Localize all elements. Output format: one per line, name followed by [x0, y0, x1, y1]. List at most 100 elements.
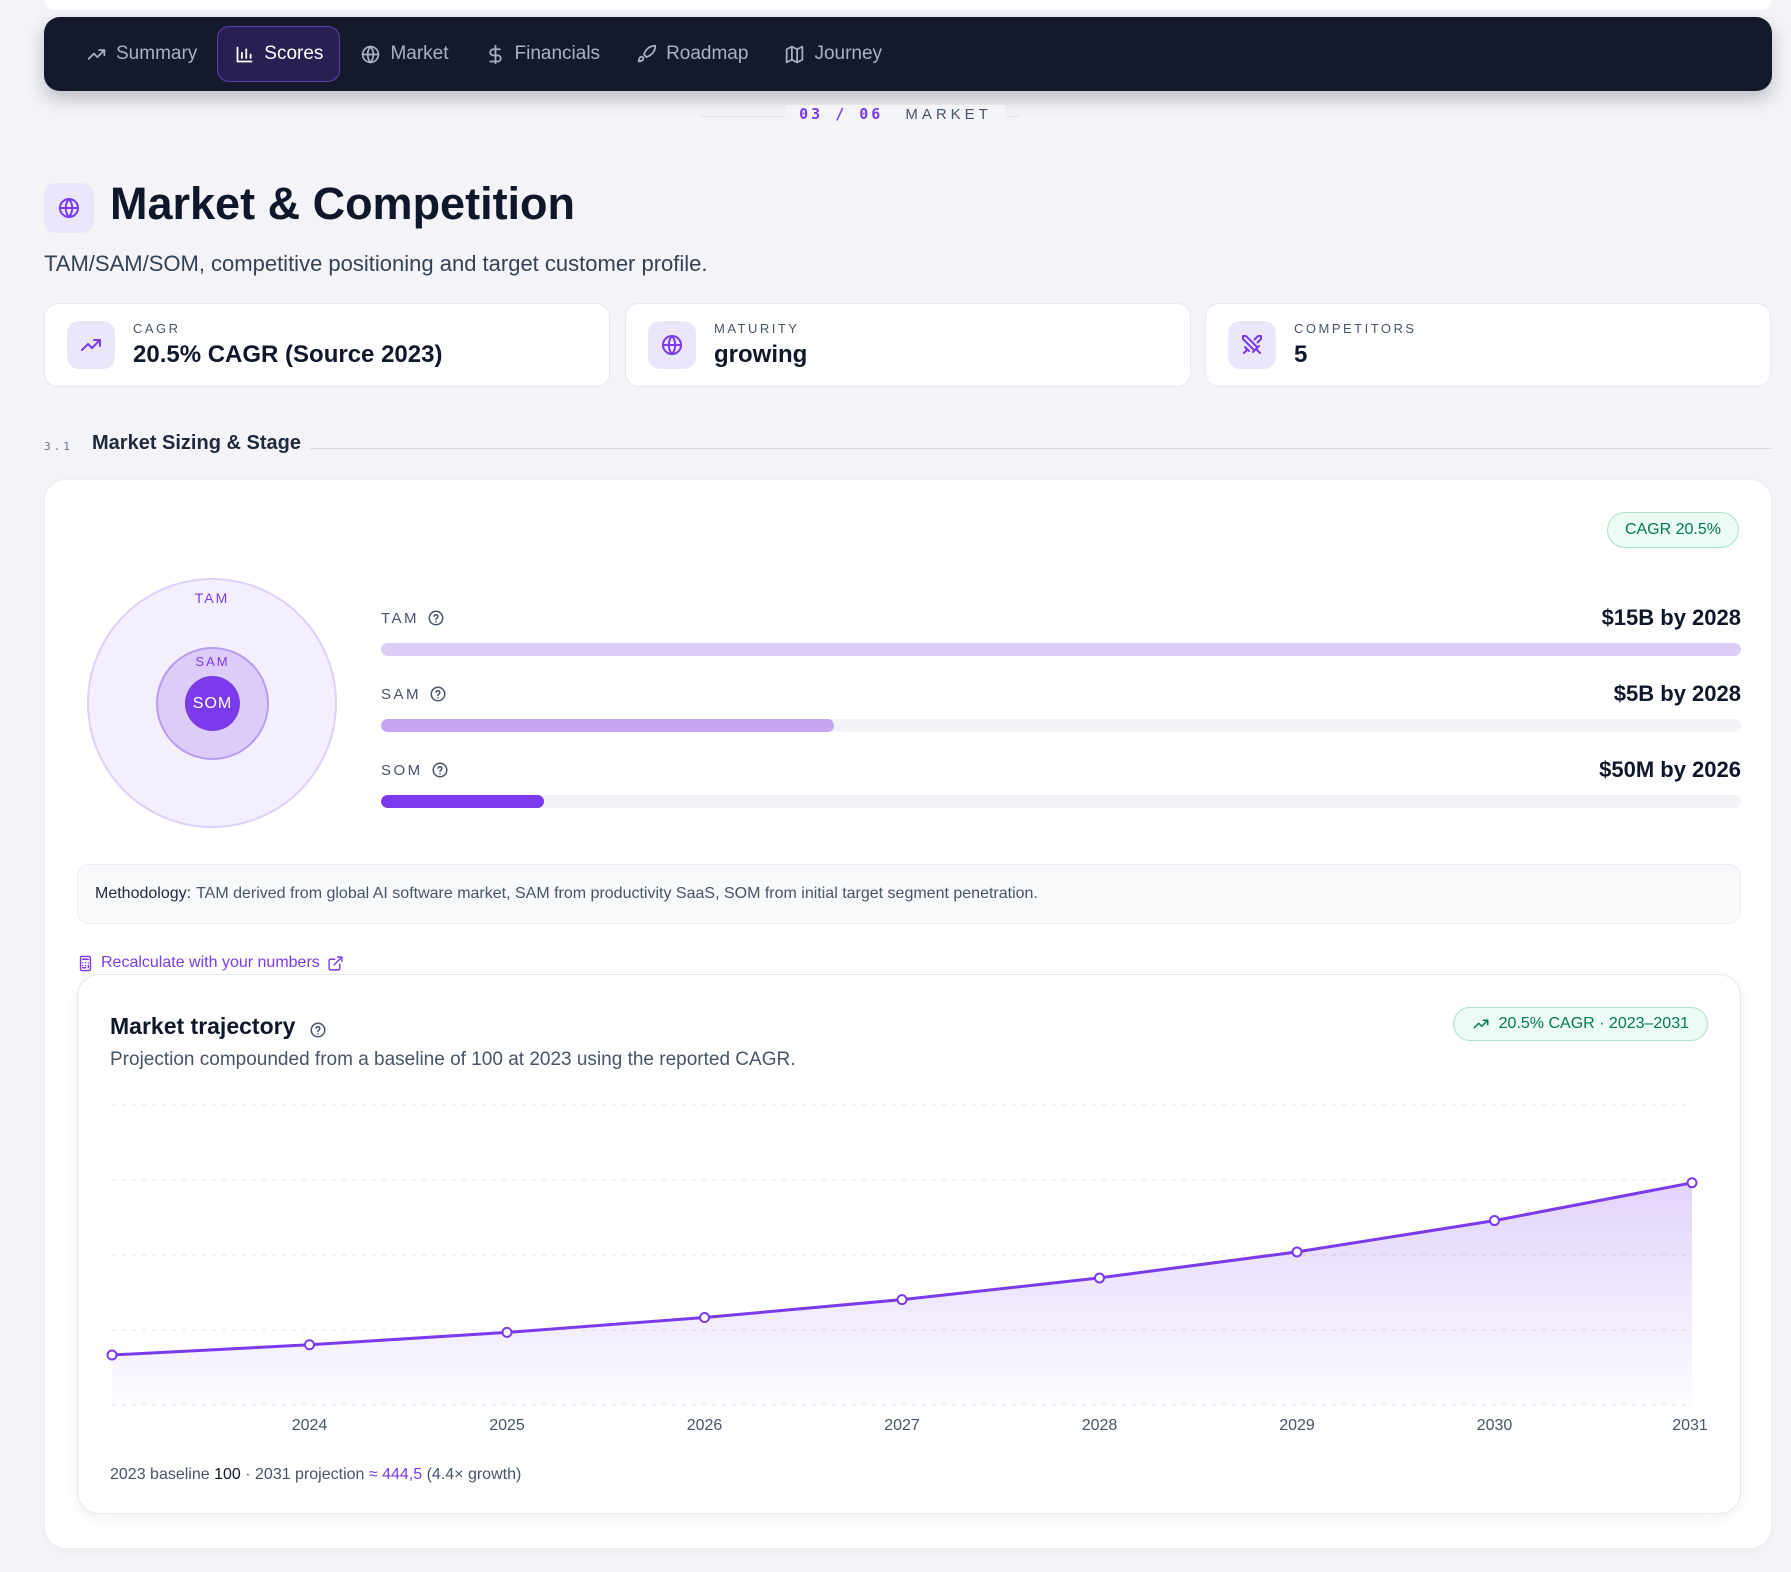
trending-up-icon: [81, 339, 101, 351]
bar-value-som: $50M by 2026: [1599, 757, 1741, 782]
stat-icon-box: [1228, 321, 1276, 369]
bar-chart-icon: [236, 46, 253, 62]
trajectory-point[interactable]: [501, 1326, 513, 1338]
nav-scores-label: Scores: [264, 43, 324, 64]
bar-track-som: [381, 795, 1741, 808]
trajectory-chart: 2024 2025 2026 2027 2028 2029 2030 2031: [106, 1104, 1708, 1434]
swords-icon: [1242, 335, 1262, 354]
trajectory-footer: 2023 baseline 100 · 2031 projection ≈ 44…: [110, 1466, 521, 1484]
bar-label-sam: SAM: [381, 685, 422, 703]
bar-track-tam: [381, 643, 1741, 656]
trajectory-point[interactable]: [1094, 1272, 1105, 1284]
bar-row-som: SOM $50M by 2026: [381, 755, 1741, 808]
bar-label-tam: TAM: [381, 609, 420, 627]
x-tick-label: 2029: [1279, 1417, 1315, 1434]
bar-label-som: SOM: [381, 761, 423, 779]
top-strip: [44, 0, 1772, 10]
step-label: MARKET: [905, 105, 992, 123]
market-trajectory-card: Market trajectory Projection compounded …: [77, 974, 1741, 1514]
bar-fill-tam: [381, 643, 1741, 656]
trajectory-area: [112, 1182, 1692, 1405]
nav-journey[interactable]: Journey: [768, 26, 898, 82]
bar-value-sam: $5B by 2028: [1613, 681, 1741, 706]
cagr-badge: CAGR 20.5%: [1606, 512, 1739, 548]
page-subtitle: TAM/SAM/SOM, competitive positioning and…: [44, 251, 708, 276]
bar-value-tam: $15B by 2028: [1601, 605, 1741, 630]
help-icon[interactable]: [431, 761, 449, 779]
globe-icon: [59, 198, 79, 218]
bar-fill-som: [381, 795, 545, 808]
stat-value: 5: [1294, 341, 1308, 368]
section-title: Market Sizing & Stage: [92, 432, 301, 454]
trajectory-point[interactable]: [304, 1339, 315, 1351]
stat-label: MATURITY: [714, 321, 800, 336]
globe-icon: [362, 45, 380, 63]
stat-icon-box: [648, 321, 696, 369]
help-icon[interactable]: [309, 1018, 327, 1037]
trajectory-point[interactable]: [699, 1312, 710, 1323]
map-icon: [786, 45, 804, 63]
x-tick-label: 2031: [1672, 1417, 1708, 1434]
nav-roadmap-label: Roadmap: [666, 43, 749, 64]
recalculate-label: Recalculate with your numbers: [101, 954, 320, 971]
stat-label: COMPETITORS: [1294, 321, 1417, 336]
x-tick-label: 2025: [489, 1417, 525, 1434]
rocket-icon: [637, 44, 657, 62]
footer-suffix: (4.4× growth): [422, 1466, 522, 1483]
page-title: Market & Competition: [110, 178, 576, 229]
stat-value: growing: [714, 341, 808, 368]
bar-row-sam: SAM $5B by 2028: [381, 679, 1741, 732]
stat-card-cagr: CAGR 20.5% CAGR (Source 2023): [44, 303, 610, 387]
section-nav: Summary Scores Market Financials Roadmap…: [44, 17, 1772, 91]
nav-journey-label: Journey: [814, 43, 883, 64]
trajectory-point[interactable]: [106, 1349, 118, 1361]
help-icon[interactable]: [427, 609, 445, 627]
market-sizing-card: CAGR 20.5% TAM SAM SOM TAM $15B by 2028 …: [44, 479, 1772, 1549]
step-number: 03 / 06: [799, 105, 884, 123]
footer-baseline: 100: [214, 1466, 241, 1483]
globe-icon: [662, 335, 682, 355]
sam-circle-label: SAM: [195, 654, 230, 669]
x-tick-label: 2028: [1082, 1417, 1118, 1434]
x-tick-label: 2027: [884, 1417, 920, 1434]
methodology-text: TAM derived from global AI software mark…: [196, 885, 1038, 902]
x-tick-label: 2026: [687, 1417, 723, 1434]
footer-middle: · 2031 projection: [240, 1466, 369, 1483]
trajectory-subtitle: Projection compounded from a baseline of…: [110, 1049, 796, 1070]
x-tick-label: 2024: [292, 1417, 328, 1434]
tam-circle-label: TAM: [194, 590, 230, 606]
trajectory-title: Market trajectory: [110, 1013, 296, 1039]
nav-scores[interactable]: Scores: [217, 26, 341, 82]
trajectory-cagr-badge: 20.5% CAGR · 2023–2031: [1452, 1007, 1708, 1041]
trajectory-point[interactable]: [1686, 1177, 1698, 1189]
footer-projection: ≈ 444,5: [368, 1466, 423, 1483]
trajectory-point[interactable]: [1291, 1246, 1303, 1258]
section-divider: [310, 448, 1772, 449]
methodology-note: Methodology: TAM derived from global AI …: [77, 864, 1741, 924]
calculator-icon: [79, 955, 92, 971]
trending-up-icon: [87, 48, 106, 60]
bar-fill-sam: [381, 719, 834, 732]
nav-summary-label: Summary: [116, 43, 198, 64]
stat-value: 20.5% CAGR (Source 2023): [133, 341, 443, 368]
nav-financials[interactable]: Financials: [469, 26, 617, 82]
dollar-icon: [488, 44, 502, 64]
stat-card-competitors: COMPETITORS 5: [1205, 303, 1771, 387]
footer-prefix: 2023 baseline: [110, 1466, 215, 1483]
nav-roadmap[interactable]: Roadmap: [620, 26, 764, 82]
bar-track-sam: [381, 719, 1741, 732]
trajectory-badge-label: 20.5% CAGR · 2023–2031: [1498, 1015, 1689, 1032]
nav-market[interactable]: Market: [344, 26, 464, 82]
trajectory-point[interactable]: [1489, 1215, 1500, 1227]
nav-summary[interactable]: Summary: [70, 26, 213, 82]
trajectory-point[interactable]: [896, 1294, 908, 1306]
step-indicator: 03 / 06 MARKET: [0, 105, 1791, 123]
som-circle: SOM: [185, 676, 240, 731]
page-title-icon: [44, 183, 94, 233]
recalculate-link[interactable]: Recalculate with your numbers: [77, 954, 344, 972]
stat-label: CAGR: [133, 321, 181, 336]
bar-row-tam: TAM $15B by 2028: [381, 603, 1741, 656]
x-tick-label: 2030: [1477, 1417, 1513, 1434]
trending-up-icon: [1473, 1019, 1489, 1029]
help-icon[interactable]: [429, 685, 447, 703]
